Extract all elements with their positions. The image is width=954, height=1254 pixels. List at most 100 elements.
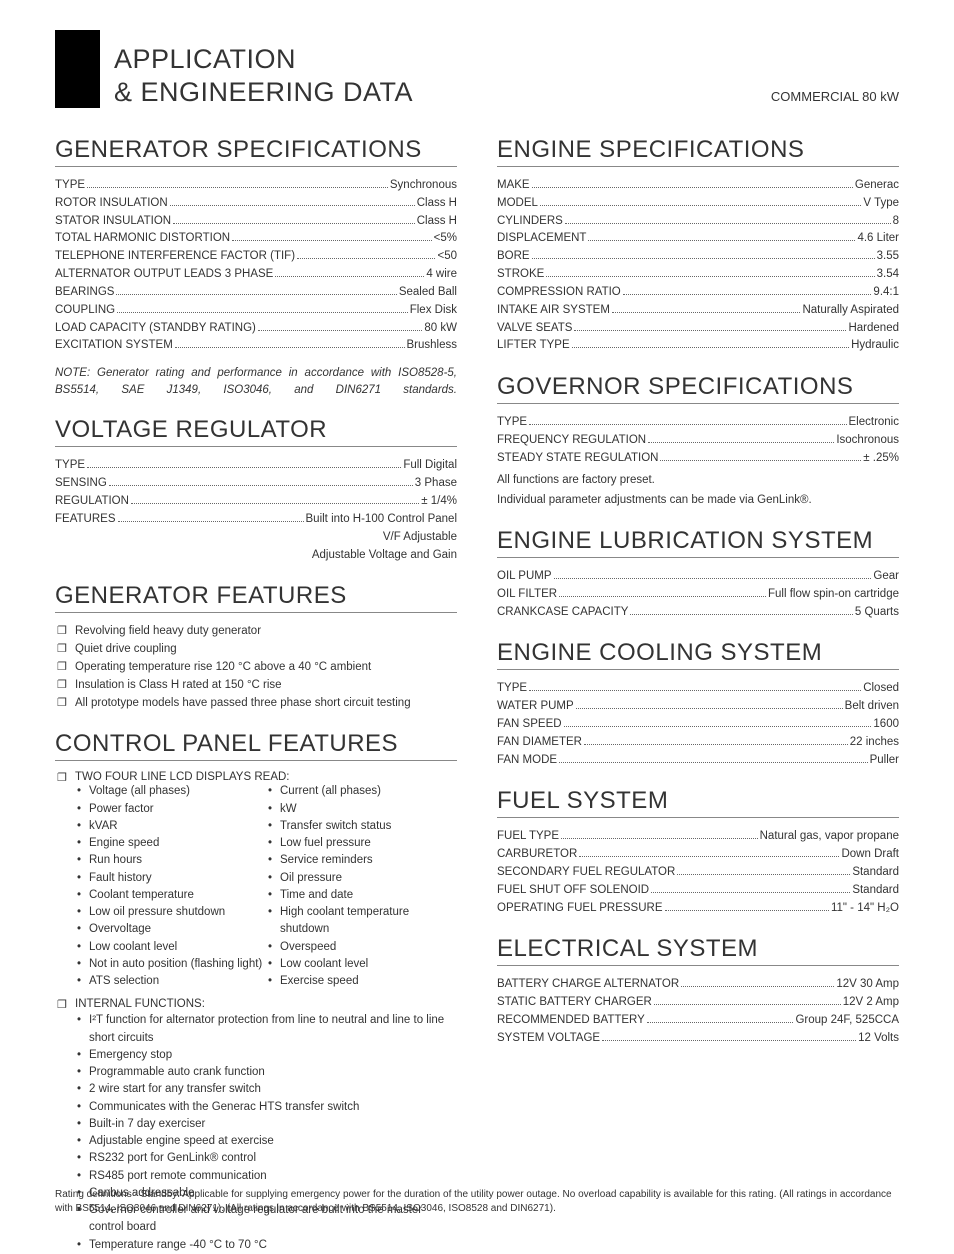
spec-value: Closed <box>863 680 899 698</box>
spec-label: SECONDARY FUEL REGULATOR <box>497 864 675 882</box>
spec-dots <box>540 205 862 206</box>
spec-dots <box>630 614 852 615</box>
header-black-box <box>55 30 100 108</box>
spec-value: 4 wire <box>426 266 457 284</box>
spec-value: 4.6 Liter <box>857 230 899 248</box>
header-right: COMMERCIAL 80 kW <box>771 89 899 108</box>
list-item: Power factor <box>75 801 266 818</box>
list-item: 2 wire start for any transfer switch <box>75 1081 457 1098</box>
spec-label: STATIC BATTERY CHARGER <box>497 994 652 1012</box>
header-title-line2: & ENGINEERING DATA <box>114 77 413 107</box>
spec-dots <box>623 294 872 295</box>
spec-dots <box>559 596 766 597</box>
spec-row: INTAKE AIR SYSTEMNaturally Aspirated <box>497 302 899 320</box>
spec-row: CARBURETOR Down Draft <box>497 846 899 864</box>
engine-specs-rows: MAKEGeneracMODELV TypeCYLINDERS8DISPLACE… <box>497 177 899 355</box>
spec-row: STATOR INSULATION Class H <box>55 213 457 231</box>
spec-value: Belt driven <box>845 698 899 716</box>
spec-row: LOAD CAPACITY (STANDBY RATING)80 kW <box>55 320 457 338</box>
list-item: Low coolant level <box>266 956 457 973</box>
spec-value: 3.55 <box>877 248 899 266</box>
spec-row: MAKEGenerac <box>497 177 899 195</box>
spec-dots <box>564 726 872 727</box>
spec-label: OPERATING FUEL PRESSURE <box>497 900 663 918</box>
spec-dots <box>559 762 868 763</box>
list-item: Current (all phases) <box>266 783 457 800</box>
spec-row: FUEL SHUT OFF SOLENOIDStandard <box>497 882 899 900</box>
spec-label: COUPLING <box>55 302 115 320</box>
spec-dots <box>584 744 848 745</box>
spec-label: CARBURETOR <box>497 846 577 864</box>
spec-label: FAN DIAMETER <box>497 734 582 752</box>
spec-dots <box>665 910 829 911</box>
lcd-heading: TWO FOUR LINE LCD DISPLAYS READ: <box>55 771 457 783</box>
list-item: Overvoltage <box>75 921 266 938</box>
spec-label: STATOR INSULATION <box>55 213 171 231</box>
spec-row: BEARINGSSealed Ball <box>55 284 457 302</box>
list-item: Oil pressure <box>266 870 457 887</box>
spec-value: 9.4:1 <box>873 284 899 302</box>
spec-value: Full flow spin-on cartridge <box>768 586 899 604</box>
spec-dots <box>116 294 396 295</box>
list-item: Low coolant level <box>75 939 266 956</box>
spec-value: Class H <box>417 213 457 231</box>
list-item: Emergency stop <box>75 1047 457 1064</box>
spec-value: Flex Disk <box>410 302 457 320</box>
spec-row: MODELV Type <box>497 195 899 213</box>
governor-rows: TYPEElectronicFREQUENCY REGULATIONIsochr… <box>497 414 899 467</box>
spec-value: Synchronous <box>390 177 457 195</box>
left-column: GENERATOR SPECIFICATIONS TYPESynchronous… <box>55 136 457 1254</box>
spec-dots <box>554 578 872 579</box>
spec-label: FREQUENCY REGULATION <box>497 432 646 450</box>
spec-label: SENSING <box>55 475 107 493</box>
spec-label: RECOMMENDED BATTERY <box>497 1012 645 1030</box>
spec-dots <box>87 187 388 188</box>
spec-row: BORE3.55 <box>497 248 899 266</box>
list-item: Not in auto position (flashing light) <box>75 956 266 973</box>
list-item: Adjustable engine speed at exercise <box>75 1133 457 1150</box>
header-title-line1: APPLICATION <box>114 44 296 74</box>
list-item: ATS selection <box>75 973 266 990</box>
spec-value: Class H <box>417 195 457 213</box>
spec-dots <box>602 1040 856 1041</box>
spec-label: TYPE <box>55 177 85 195</box>
spec-value: 22 inches <box>850 734 899 752</box>
list-item: Low fuel pressure <box>266 835 457 852</box>
spec-value: Down Draft <box>841 846 899 864</box>
spec-dots <box>175 347 405 348</box>
list-item: All prototype models have passed three p… <box>55 695 457 713</box>
spec-dots <box>565 223 891 224</box>
footer-text: Rating definitions - Standby: Applicable… <box>55 1188 899 1215</box>
spec-label: WATER PUMP <box>497 698 574 716</box>
spec-value: Generac <box>855 177 899 195</box>
spec-label: TELEPHONE INTERFERENCE FACTOR (TIF) <box>55 248 295 266</box>
electrical-rows: BATTERY CHARGE ALTERNATOR12V 30 AmpSTATI… <box>497 976 899 1047</box>
spec-dots <box>258 330 423 331</box>
spec-dots <box>648 442 834 443</box>
spec-dots <box>117 312 408 313</box>
spec-label: BEARINGS <box>55 284 114 302</box>
spec-row: VALVE SEATSHardened <box>497 320 899 338</box>
spec-dots <box>532 187 853 188</box>
spec-row: LIFTER TYPEHydraulic <box>497 337 899 355</box>
spec-value: Group 24F, 525CCA <box>795 1012 899 1030</box>
spec-value: Puller <box>870 752 899 770</box>
spec-row: TYPEFull Digital <box>55 457 457 475</box>
spec-value: 12 Volts <box>858 1030 899 1048</box>
spec-row: DISPLACEMENT4.6 Liter <box>497 230 899 248</box>
list-item: Overspeed <box>266 939 457 956</box>
spec-row: FREQUENCY REGULATIONIsochronous <box>497 432 899 450</box>
spec-dots <box>275 276 424 277</box>
spec-label: FAN MODE <box>497 752 557 770</box>
lcd-two-col: Voltage (all phases)Power factorkVAREngi… <box>75 783 457 990</box>
internal-list: I²T function for alternator protection f… <box>75 1012 457 1254</box>
spec-value: Hydraulic <box>851 337 899 355</box>
header-title: APPLICATION & ENGINEERING DATA <box>114 43 771 108</box>
spec-value: Naturally Aspirated <box>802 302 899 320</box>
spec-value: Hardened <box>848 320 899 338</box>
spec-value: <5% <box>434 230 457 248</box>
lubrication-title: ENGINE LUBRICATION SYSTEM <box>497 527 899 558</box>
spec-label: LOAD CAPACITY (STANDBY RATING) <box>55 320 256 338</box>
spec-row: OIL PUMPGear <box>497 568 899 586</box>
spec-label: TYPE <box>497 680 527 698</box>
